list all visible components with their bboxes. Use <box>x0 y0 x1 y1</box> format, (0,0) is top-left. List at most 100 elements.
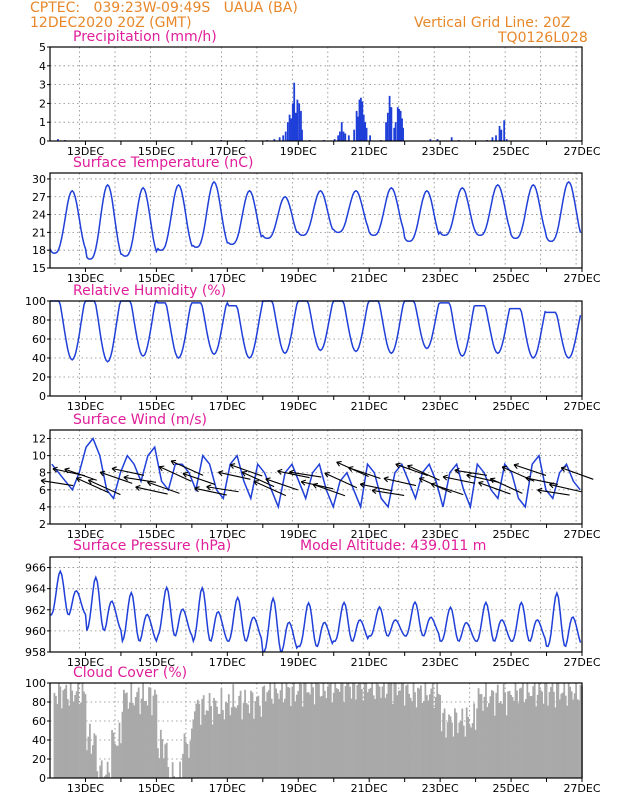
wind-arrow-head <box>111 466 117 473</box>
temp-ytick-label: 21 <box>32 226 46 239</box>
cloud-bar <box>493 715 496 778</box>
cloud-bar <box>548 692 551 778</box>
wind-arrow <box>265 478 298 491</box>
cloud-bar <box>164 744 167 778</box>
cloud-ytick-label: 40 <box>32 734 46 747</box>
cloud-bar <box>561 692 564 778</box>
precip-bar <box>365 127 368 141</box>
cloud-bar <box>137 687 140 778</box>
header-datetime: 12DEC2020 20Z (GMT) <box>30 15 192 31</box>
cloud-bar <box>90 753 93 778</box>
cloud-bar <box>111 730 113 778</box>
wind-arrow-head <box>348 466 354 472</box>
rh-ytick-label: 0 <box>39 390 46 403</box>
cloud-bar <box>59 686 62 778</box>
cloud-bar <box>380 697 382 778</box>
press-line <box>49 569 582 653</box>
wind-arrow-head <box>123 474 129 481</box>
cloud-bar <box>232 684 235 778</box>
cloud-bar <box>579 684 582 778</box>
cloud-bar <box>464 736 467 778</box>
cloud-bar <box>279 690 282 778</box>
cloud-bar <box>139 714 142 778</box>
cloud-bar <box>576 699 579 778</box>
wind-arrow <box>147 481 180 494</box>
precip-bar <box>498 125 501 141</box>
wind-arrow <box>372 489 405 496</box>
cloud-bar <box>377 684 379 778</box>
cloud-bar <box>499 701 502 778</box>
cloud-bar <box>69 683 72 778</box>
cloud-bar <box>508 690 511 778</box>
wind-arrow <box>324 472 358 489</box>
cloud-bar <box>545 683 548 778</box>
rh-xtick-label: 13DEC <box>67 400 104 413</box>
cloud-bar <box>303 683 306 778</box>
cloud-bar <box>465 707 468 778</box>
wind-arrow <box>360 483 393 492</box>
cloud-bar <box>270 698 273 778</box>
cloud-bar <box>93 733 96 778</box>
cloud-bar <box>156 748 159 778</box>
cloud-bar <box>233 706 236 778</box>
cloud-bar <box>313 704 316 778</box>
cloud-bar <box>564 695 567 778</box>
cloud-bar <box>522 683 524 778</box>
cloud-bar <box>189 741 192 778</box>
cloud-bar <box>261 686 264 778</box>
cloud-bar <box>514 683 517 778</box>
cloud-bar <box>461 708 464 778</box>
cloud-bar <box>403 705 406 778</box>
cloud-bar <box>483 696 486 778</box>
cloud-bar <box>474 729 477 778</box>
cloud-bar <box>485 683 487 778</box>
wind-xtick-label: 27DEC <box>563 528 600 541</box>
cloud-bar <box>75 691 78 778</box>
cloud-bar <box>124 693 127 778</box>
cloud-bar <box>106 761 109 778</box>
precip-bar <box>342 131 345 141</box>
precip-bar <box>390 107 393 141</box>
cloud-bar <box>468 725 471 778</box>
cloud-ytick-label: 80 <box>32 696 46 709</box>
wind-panel: Surface Wind (m/s) 2 4 6 8 10 12 13DEC 15DEC 17DE… <box>32 412 601 541</box>
cloud-bar <box>440 731 443 778</box>
wind-ytick-label: 12 <box>32 433 46 446</box>
wind-arrow <box>64 468 97 481</box>
cloud-bar <box>86 750 88 778</box>
cloud-bar <box>292 683 295 778</box>
cloud-bar <box>386 693 388 778</box>
wind-arrow-head <box>206 484 212 491</box>
cloud-bar <box>363 683 366 778</box>
wind-arrow-head <box>478 480 484 487</box>
precip-bar <box>284 131 287 141</box>
wind-arrow <box>111 467 145 476</box>
cloud-bar <box>501 703 504 778</box>
cloud-bar <box>275 688 277 778</box>
cloud-bar <box>434 697 437 778</box>
wind-arrow <box>395 463 428 477</box>
rh-ytick-label: 80 <box>32 314 46 327</box>
cloud-bar <box>310 683 313 778</box>
cloud-bar <box>414 692 416 778</box>
cloud-ytick-label: 60 <box>32 715 46 728</box>
cloud-bar <box>471 723 474 778</box>
rh-xtick-label: 15DEC <box>138 400 175 413</box>
cloud-bar <box>155 694 158 778</box>
cloud-bar <box>227 694 230 778</box>
cloud-bar <box>566 705 569 778</box>
cloud-bar <box>295 694 298 778</box>
cloud-bar <box>325 698 328 778</box>
precip-ytick-label: 2 <box>39 97 46 110</box>
cloud-bar <box>417 687 419 778</box>
cloud-bar <box>418 688 421 778</box>
cloud-xtick-label: 21DEC <box>351 782 388 795</box>
wind-arrow-head <box>537 487 543 494</box>
cloud-bar <box>112 732 115 778</box>
cloud-bar <box>391 704 394 778</box>
cloud-bar <box>381 686 384 778</box>
cloud-bar <box>230 707 233 778</box>
cloud-bar <box>173 776 176 778</box>
cloud-bar <box>105 774 108 778</box>
wind-arrow <box>383 477 417 487</box>
